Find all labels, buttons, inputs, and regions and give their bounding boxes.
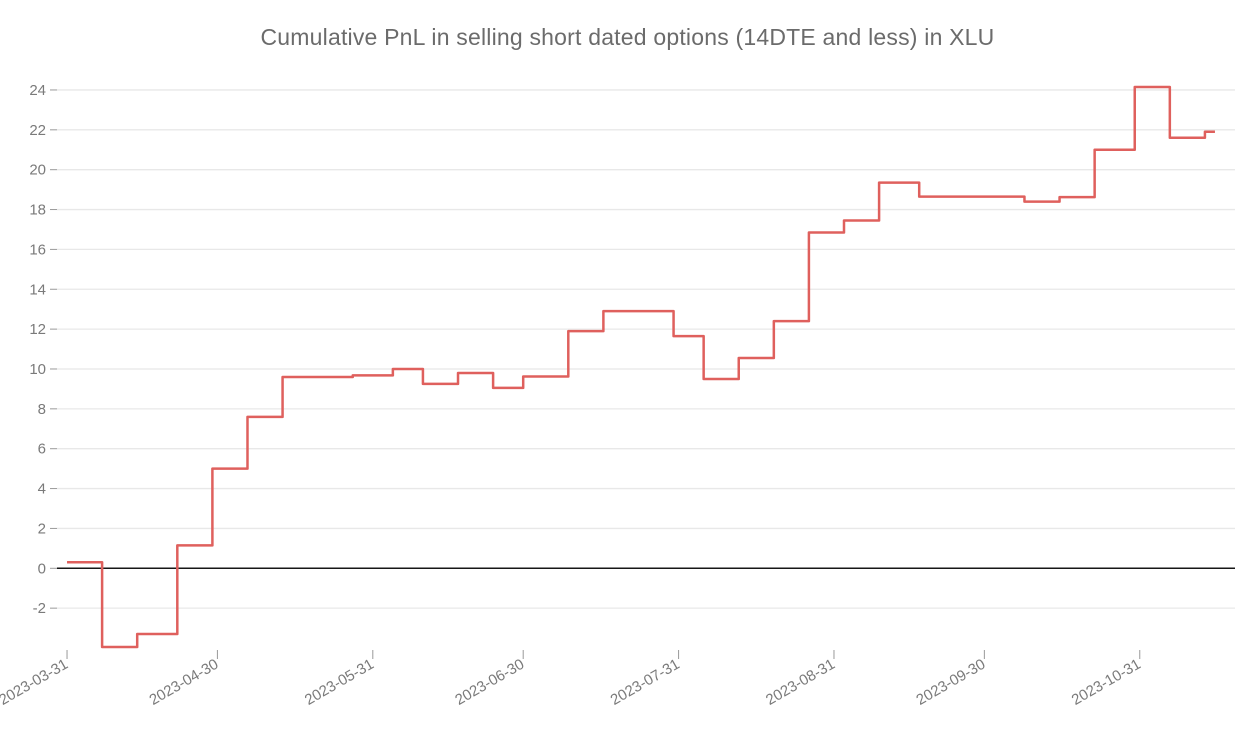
y-tick-label: 20	[29, 162, 46, 179]
x-tick-label: 2023-08-31	[763, 656, 838, 709]
y-tick-label: 6	[38, 441, 46, 458]
y-tick-label: 12	[29, 321, 46, 338]
pnl-series-path	[67, 85, 1215, 649]
y-tick-label: 0	[38, 560, 46, 577]
x-tick-label: 2023-05-31	[302, 656, 377, 709]
y-tick-label: 24	[29, 82, 46, 99]
chart-title: Cumulative PnL in selling short dated op…	[260, 24, 995, 50]
y-tick-label: 22	[29, 122, 46, 139]
x-tick-label: 2023-09-30	[913, 656, 988, 709]
y-tick-label: 4	[38, 481, 46, 498]
x-tick-label: 2023-04-30	[146, 656, 221, 709]
y-tick-label: 2	[38, 520, 46, 537]
y-tick-label: 18	[29, 202, 46, 219]
y-tick-label: -2	[33, 600, 46, 617]
x-tick-label: 2023-06-30	[452, 656, 527, 709]
x-tick-label: 2023-07-31	[608, 656, 683, 709]
y-tick-label: 16	[29, 241, 46, 258]
x-tick-label: 2023-10-31	[1069, 656, 1144, 709]
y-tick-label: 14	[29, 281, 46, 298]
x-tick-label: 2023-03-31	[0, 656, 71, 709]
y-tick-label: 10	[29, 361, 46, 378]
y-tick-label: 8	[38, 401, 46, 418]
